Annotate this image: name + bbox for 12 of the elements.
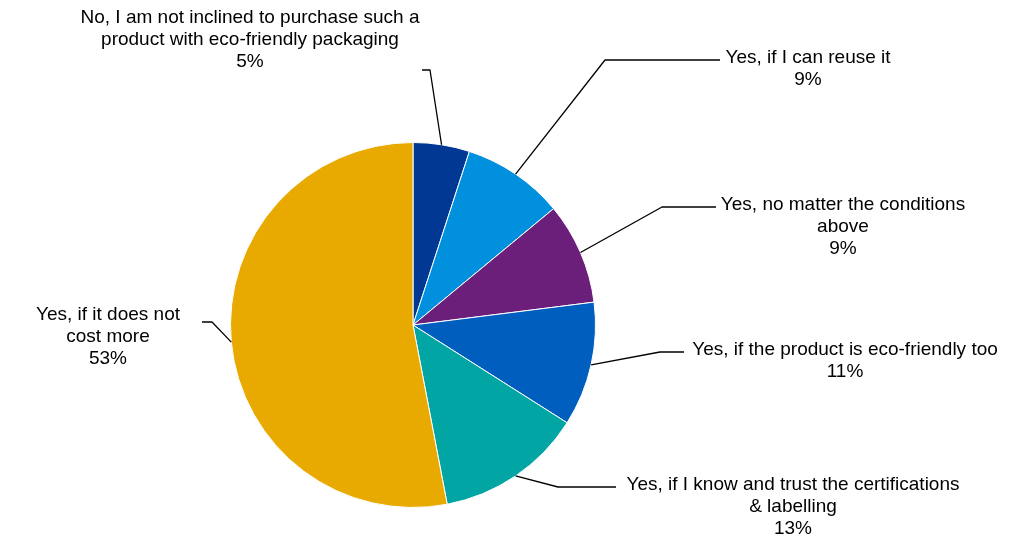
- data-label: 53%: [88, 346, 128, 368]
- data-label: 5%: [236, 49, 264, 71]
- data-label: 9%: [829, 236, 857, 258]
- data-label: 11%: [826, 359, 864, 381]
- slice-label: Yes, no matter the conditions above: [720, 192, 966, 236]
- data-label: 13%: [773, 516, 813, 538]
- slice-label: No, I am not inclined to purchase such a product with eco-friendly packaging: [80, 5, 420, 49]
- slice-label: Yes, if the product is eco-friendly too: [692, 337, 998, 359]
- slice-label: Yes, if I know and trust the certifications & labelling: [626, 472, 960, 516]
- data-label: 9%: [794, 67, 822, 89]
- slice-label: Yes, if I can reuse it: [725, 45, 892, 67]
- slice-label: Yes, if it does not cost more: [35, 302, 181, 346]
